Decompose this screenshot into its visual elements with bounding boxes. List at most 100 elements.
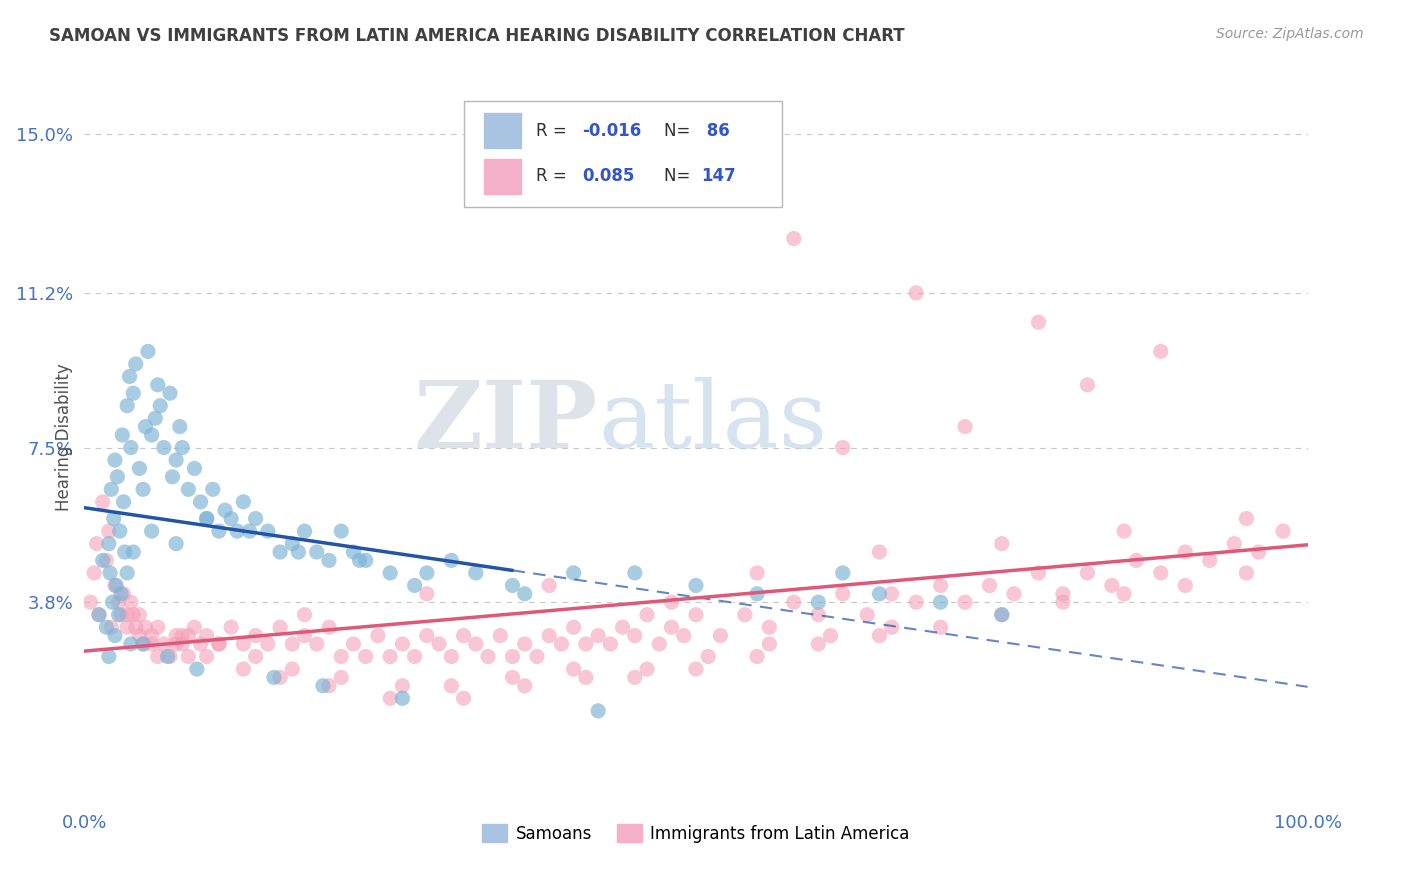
Point	[195, 649, 218, 664]
Point	[1101, 578, 1123, 592]
Point	[1028, 566, 1050, 580]
Point	[208, 524, 231, 538]
Point	[91, 553, 114, 567]
Point	[122, 386, 145, 401]
Point	[128, 461, 150, 475]
Point	[281, 536, 304, 550]
Point	[312, 679, 335, 693]
Y-axis label: Hearing Disability: Hearing Disability	[55, 363, 73, 511]
Point	[257, 637, 280, 651]
Point	[526, 649, 548, 664]
Point	[820, 629, 842, 643]
Point	[232, 637, 254, 651]
Point	[104, 578, 127, 592]
Point	[416, 566, 439, 580]
Point	[905, 595, 928, 609]
Point	[110, 607, 132, 622]
Text: N=: N=	[664, 168, 696, 186]
Point	[146, 620, 169, 634]
Point	[97, 649, 120, 664]
Point	[404, 578, 426, 592]
Text: N=: N=	[664, 122, 696, 140]
Point	[162, 470, 184, 484]
Point	[257, 524, 280, 538]
Point	[648, 637, 671, 651]
Point	[502, 578, 524, 592]
Point	[856, 607, 879, 622]
Point	[107, 595, 129, 609]
Point	[305, 545, 328, 559]
Point	[190, 637, 212, 651]
Point	[330, 649, 353, 664]
Point	[195, 629, 218, 643]
Point	[159, 386, 181, 401]
Point	[905, 285, 928, 300]
Point	[880, 587, 903, 601]
Point	[624, 566, 647, 580]
Point	[440, 649, 463, 664]
Point	[538, 629, 561, 643]
Point	[1223, 536, 1246, 550]
Point	[661, 595, 683, 609]
Point	[120, 595, 142, 609]
Point	[177, 483, 200, 497]
Point	[489, 629, 512, 643]
Point	[1236, 566, 1258, 580]
Point	[195, 511, 218, 525]
Point	[232, 662, 254, 676]
Point	[1247, 545, 1270, 559]
FancyBboxPatch shape	[484, 159, 522, 194]
Text: ZIP: ZIP	[413, 377, 598, 467]
Point	[807, 637, 830, 651]
Point	[100, 483, 122, 497]
Point	[141, 428, 163, 442]
Point	[172, 629, 194, 643]
Text: 0.085: 0.085	[582, 168, 634, 186]
Point	[1174, 545, 1197, 559]
Point	[1272, 524, 1295, 538]
Point	[172, 441, 194, 455]
Point	[120, 637, 142, 651]
Point	[624, 629, 647, 643]
Point	[115, 399, 138, 413]
Point	[125, 357, 148, 371]
Point	[349, 553, 371, 567]
Point	[1076, 566, 1098, 580]
Point	[416, 587, 439, 601]
Point	[115, 620, 138, 634]
Point	[141, 524, 163, 538]
Point	[219, 620, 242, 634]
Point	[115, 607, 138, 622]
Point	[87, 607, 110, 622]
Point	[125, 620, 148, 634]
Text: 86: 86	[700, 122, 730, 140]
Point	[685, 578, 707, 592]
Point	[118, 369, 141, 384]
Point	[97, 536, 120, 550]
Point	[165, 629, 187, 643]
Point	[330, 670, 353, 684]
Point	[1028, 315, 1050, 329]
Point	[149, 399, 172, 413]
Point	[1236, 511, 1258, 525]
Point	[165, 637, 187, 651]
Point	[186, 662, 208, 676]
Point	[281, 637, 304, 651]
Point	[153, 441, 176, 455]
Point	[1174, 578, 1197, 592]
Point	[98, 566, 121, 580]
Point	[105, 578, 128, 592]
Point	[929, 620, 952, 634]
Point	[599, 637, 621, 651]
Point	[734, 607, 756, 622]
Text: R =: R =	[536, 122, 572, 140]
Point	[165, 536, 187, 550]
Point	[538, 578, 561, 592]
Point	[612, 620, 634, 634]
Point	[190, 495, 212, 509]
Point	[550, 637, 572, 651]
Point	[305, 637, 328, 651]
Point	[747, 649, 769, 664]
Point	[979, 578, 1001, 592]
Point	[685, 662, 707, 676]
